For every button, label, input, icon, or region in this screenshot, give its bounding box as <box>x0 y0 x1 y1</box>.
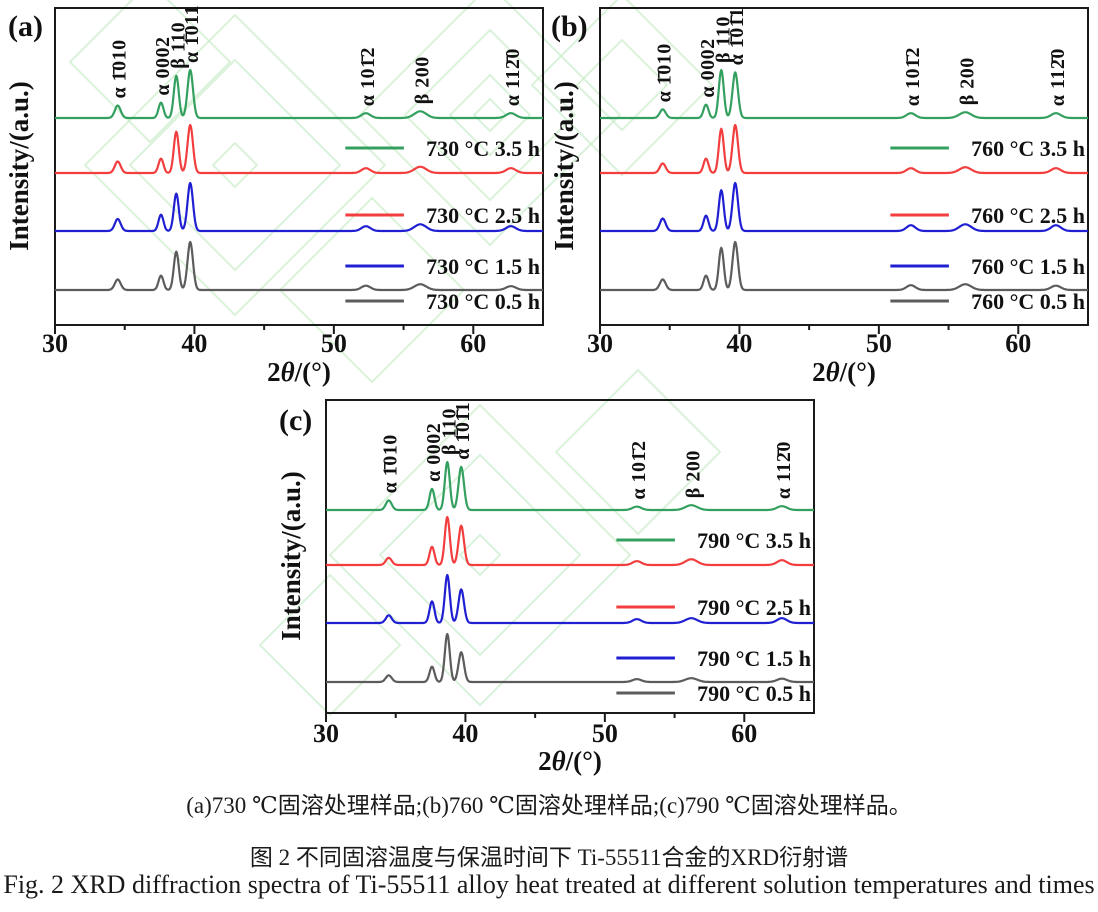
peak-label: β 200 <box>411 56 433 104</box>
plot-frame <box>325 399 815 714</box>
peak-label: α 101̄2 <box>628 440 650 499</box>
watermark-diamond <box>211 141 259 189</box>
watermark-diamond <box>448 73 532 157</box>
x-axis-tick-label: 60 <box>460 329 486 358</box>
caption-cn-subcaptions: (a)730 ℃固溶处理样品;(b)760 ℃固溶处理样品;(c)790 ℃固溶… <box>186 793 912 818</box>
watermark-diamond <box>83 13 387 317</box>
xrd-curve <box>325 573 815 625</box>
x-axis-tick-label: 50 <box>321 329 347 358</box>
xrd-curve <box>54 123 544 175</box>
legend-label: 730 °C 1.5 h <box>426 254 540 279</box>
xrd-curve <box>54 68 544 120</box>
xrd-curve <box>599 68 1089 120</box>
peak-label: α 112̄0 <box>1047 48 1069 106</box>
xrd-curve <box>599 181 1089 233</box>
peak-label: α 0002 <box>423 423 445 482</box>
peak-label: α 1̄011 <box>181 5 203 63</box>
legend-label: 760 °C 0.5 h <box>971 289 1085 314</box>
watermark-diamond <box>458 533 502 577</box>
legend-label: 790 °C 2.5 h <box>697 595 811 620</box>
peak-label: β 200 <box>956 57 978 105</box>
xrd-curve <box>599 240 1089 292</box>
x-axis-tick-label: 60 <box>731 719 757 748</box>
panel-letter: (c) <box>279 404 312 437</box>
y-axis-label: Intensity/(a.u.) <box>276 471 306 641</box>
plot-frame <box>599 7 1089 326</box>
panel-letter: (a) <box>8 10 43 43</box>
peak-label: α 101̄2 <box>902 47 924 106</box>
plot-frame <box>54 7 544 326</box>
legend-label: 730 °C 3.5 h <box>426 136 540 161</box>
panel-letter: (b) <box>551 10 588 43</box>
watermark-diamond <box>378 453 582 657</box>
legend-label: 730 °C 0.5 h <box>426 289 540 314</box>
xrd-curve <box>325 632 815 684</box>
x-axis-label: 2θ/(°) <box>538 746 602 776</box>
watermark-diamond <box>554 368 722 536</box>
xrd-panels: 30 40 50 60 2θ/(°) Intensity/(a.u.) (a) 730 °C … <box>4 5 1089 776</box>
watermark-diamond <box>403 28 577 202</box>
x-axis-tick-label: 60 <box>1005 329 1031 358</box>
peak-label: α 1̄01̄1 <box>452 402 474 460</box>
caption-en-title: Fig. 2 XRD diffraction spectra of Ti-555… <box>3 870 1095 899</box>
xrd-curve <box>599 123 1089 175</box>
watermark-diamond <box>575 38 669 132</box>
watermark-diamond <box>128 58 342 272</box>
watermark-diamond <box>358 0 622 247</box>
y-axis-label: Intensity/(a.u.) <box>549 81 579 251</box>
watermark-diamond <box>328 403 632 707</box>
watermark-diamond <box>530 0 714 177</box>
watermark-diamond <box>258 573 402 717</box>
panel-c: 30 40 50 60 2θ/(°) Intensity/(a.u.) (c) 790 °C … <box>276 399 815 776</box>
x-axis-tick-label: 50 <box>866 329 892 358</box>
peak-label: α 112̄0 <box>773 441 795 499</box>
xrd-curve <box>54 240 544 292</box>
legend-label: 760 °C 3.5 h <box>971 136 1085 161</box>
peak-label: α 112̄0 <box>502 48 524 106</box>
x-axis-tick-label: 30 <box>313 719 339 748</box>
x-axis-tick-label: 30 <box>587 329 613 358</box>
x-axis-label: 2θ/(°) <box>812 357 876 387</box>
peak-label: α 1̄010 <box>380 434 402 493</box>
peak-label: β 110 <box>712 16 734 63</box>
x-axis-label: 2θ/(°) <box>267 357 331 387</box>
watermark-diamond <box>68 0 232 144</box>
legend-label: 790 °C 3.5 h <box>697 528 811 553</box>
legend-label: 760 °C 2.5 h <box>971 203 1085 228</box>
peak-label: β 110 <box>438 408 460 455</box>
watermark-diamond <box>278 196 466 384</box>
xrd-curve <box>54 181 544 233</box>
peak-label: α 1̄010 <box>109 39 131 98</box>
xrd-curve <box>325 460 815 512</box>
y-axis-label: Intensity/(a.u.) <box>4 81 34 251</box>
panel-b: 30 40 50 60 2θ/(°) Intensity/(a.u.) (b) 760 °C … <box>549 7 1089 387</box>
x-axis-tick-label: 40 <box>181 329 207 358</box>
peak-label: α 1̄01̄1 <box>726 7 748 65</box>
legend-label: 790 °C 1.5 h <box>697 646 811 671</box>
peak-label: α 0002 <box>697 38 719 97</box>
peak-label: β 200 <box>682 450 704 498</box>
peak-label: α 101̄2 <box>357 47 379 106</box>
watermark-diamond <box>472 97 508 133</box>
peak-label: α 0002 <box>152 36 174 95</box>
xrd-curve <box>325 515 815 567</box>
peak-label: α 1̄010 <box>654 43 676 102</box>
legend-label: 760 °C 1.5 h <box>971 254 1085 279</box>
peak-label: β 110 <box>167 22 189 69</box>
legend-label: 790 °C 0.5 h <box>697 681 811 706</box>
x-axis-tick-label: 40 <box>452 719 478 748</box>
x-axis-tick-label: 30 <box>42 329 68 358</box>
x-axis-tick-label: 40 <box>726 329 752 358</box>
legend-label: 730 °C 2.5 h <box>426 203 540 228</box>
panel-a: 30 40 50 60 2θ/(°) Intensity/(a.u.) (a) 730 °C … <box>4 5 544 387</box>
caption-cn-title: 图 2 不同固溶温度与保温时间下 Ti-55511合金的XRD衍射谱 <box>249 845 849 870</box>
x-axis-tick-label: 50 <box>592 719 618 748</box>
